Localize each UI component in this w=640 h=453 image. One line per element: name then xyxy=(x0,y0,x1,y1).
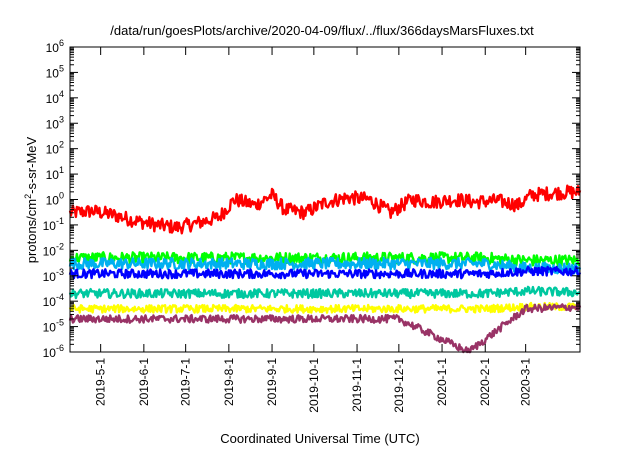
y-tick-base: 10 xyxy=(43,219,57,233)
chart-title: /data/run/goesPlots/archive/2020-04-09/f… xyxy=(110,23,534,38)
x-tick-label: 2019-7-1 xyxy=(179,358,193,406)
y-tick-exponent: -2 xyxy=(56,241,64,251)
flux-series-line xyxy=(68,302,582,354)
y-tick-label: 106 xyxy=(46,38,64,55)
x-tick-label: 2019-8-1 xyxy=(222,358,236,406)
x-tick-label: 2019-6-1 xyxy=(137,358,151,406)
y-tick-label: 101 xyxy=(46,165,64,182)
y-tick-exponent: 0 xyxy=(59,191,64,201)
y-tick-label: 104 xyxy=(46,89,64,106)
y-tick-label: 10-4 xyxy=(43,292,64,309)
x-axis-label: Coordinated Universal Time (UTC) xyxy=(220,431,419,446)
flux-series-line xyxy=(68,265,582,280)
x-tick-label: 2020-2-1 xyxy=(478,358,492,406)
y-tick-label: 10-5 xyxy=(43,318,64,335)
y-tick-exponent: 2 xyxy=(59,140,64,150)
y-tick-label: 103 xyxy=(46,114,64,131)
y-tick-exponent: -5 xyxy=(56,318,64,328)
flux-series-line xyxy=(68,301,581,314)
y-tick-base: 10 xyxy=(43,270,57,284)
x-tick-label: 2019-10-1 xyxy=(307,358,321,413)
y-tick-base: 10 xyxy=(43,244,57,258)
y-tick-label: 10-2 xyxy=(43,241,64,258)
y-tick-exponent: 3 xyxy=(59,114,64,124)
y-tick-label: 102 xyxy=(46,140,64,157)
x-tick-label: 2019-9-1 xyxy=(265,358,279,406)
y-tick-base: 10 xyxy=(46,194,60,208)
y-tick-exponent: -1 xyxy=(56,216,64,226)
plot-frame xyxy=(69,46,581,353)
x-tick-labels: 2019-5-1 2019-6-1 2019-7-1 2019-8-1 2019-9-1… xyxy=(94,358,533,413)
y-tick-exponent: 4 xyxy=(59,89,64,99)
y-tick-exponent: 5 xyxy=(59,63,64,73)
y-tick-labels: 10-610-510-410-310-210-11001011021031041… xyxy=(43,38,64,360)
y-tick-base: 10 xyxy=(43,321,57,335)
y-tick-base: 10 xyxy=(46,92,60,106)
series-layer xyxy=(68,184,582,354)
y-tick-base: 10 xyxy=(46,66,60,80)
y-tick-exponent: 6 xyxy=(59,38,64,48)
y-tick-label: 105 xyxy=(46,63,64,80)
x-tick-label: 2019-12-1 xyxy=(392,358,406,413)
y-tick-exponent: -3 xyxy=(56,267,64,277)
y-tick-exponent: 1 xyxy=(59,165,64,175)
y-tick-label: 10-6 xyxy=(43,343,64,360)
y-tick-base: 10 xyxy=(46,168,60,182)
x-tick-label: 2020-1-1 xyxy=(435,358,449,406)
y-tick-label: 100 xyxy=(46,191,64,208)
y-tick-base: 10 xyxy=(46,143,60,157)
y-tick-base: 10 xyxy=(46,41,60,55)
x-tick-label: 2019-5-1 xyxy=(94,358,108,406)
y-tick-base: 10 xyxy=(46,117,60,131)
flux-series-line xyxy=(68,256,582,275)
y-axis-label: protons/cm2-s-sr-MeV xyxy=(23,136,39,263)
x-tick-label: 2019-11-1 xyxy=(350,358,364,412)
y-tick-base: 10 xyxy=(43,346,57,360)
flux-series-line xyxy=(68,184,582,235)
flux-series-line xyxy=(68,285,581,300)
y-axis-label-pre: protons/cm xyxy=(24,199,39,263)
y-axis-label-post: -s-sr-MeV xyxy=(24,136,39,193)
y-tick-base: 10 xyxy=(43,295,57,309)
x-tick-label: 2020-3-1 xyxy=(519,358,533,406)
y-tick-exponent: -4 xyxy=(56,292,64,302)
y-tick-label: 10-1 xyxy=(43,216,64,233)
y-axis-label-sup: 2 xyxy=(23,194,33,199)
y-tick-label: 10-3 xyxy=(43,267,64,284)
y-tick-exponent: -6 xyxy=(56,343,64,353)
